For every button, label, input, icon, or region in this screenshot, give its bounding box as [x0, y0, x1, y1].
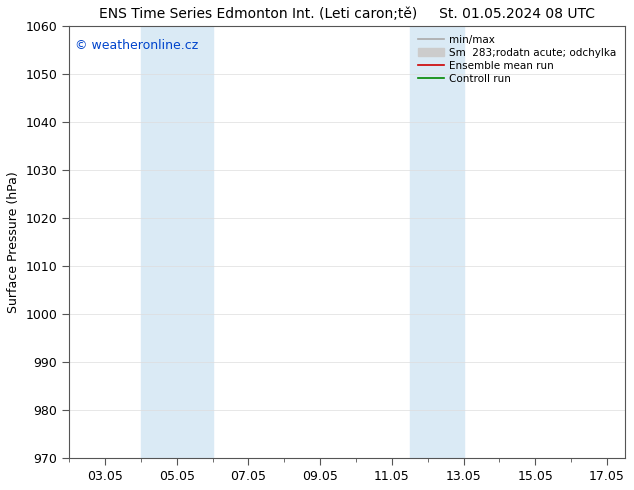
Legend: min/max, Sm  283;rodatn acute; odchylka, Ensemble mean run, Controll run: min/max, Sm 283;rodatn acute; odchylka, … [415, 31, 620, 87]
Text: © weatheronline.cz: © weatheronline.cz [75, 39, 198, 52]
Bar [141, 26, 212, 458]
Y-axis label: Surface Pressure (hPa): Surface Pressure (hPa) [7, 172, 20, 313]
Bar [410, 26, 463, 458]
Title: ENS Time Series Edmonton Int. (Leti caron;tě)     St. 01.05.2024 08 UTC: ENS Time Series Edmonton Int. (Leti caro… [99, 7, 595, 21]
